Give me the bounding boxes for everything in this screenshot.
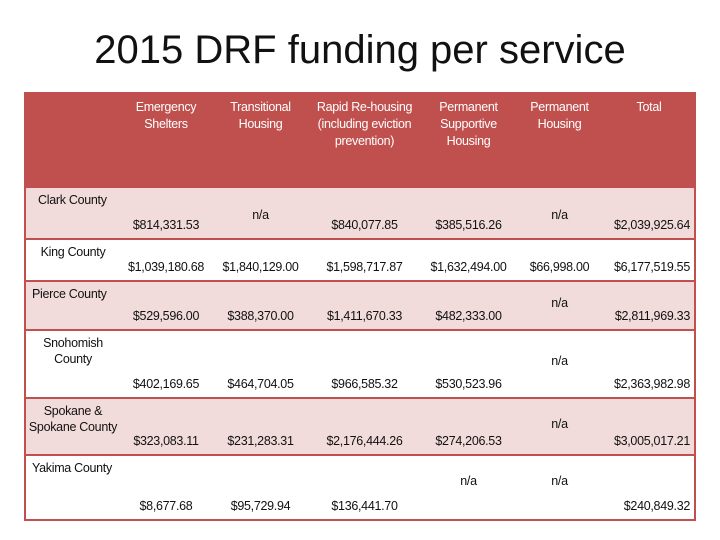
value-cell: n/a xyxy=(420,456,517,519)
amount-value: $95,729.94 xyxy=(230,499,291,513)
amount-value: $1,039,180.68 xyxy=(127,260,205,274)
value-cell: $2,039,925.64 xyxy=(602,188,696,238)
amount-value: $2,039,925.64 xyxy=(613,218,690,232)
na-value: n/a xyxy=(460,474,477,488)
value-cell: $388,370.00 xyxy=(212,282,309,329)
value-cell: $240,849.32 xyxy=(602,456,696,519)
amount-value: $8,677.68 xyxy=(139,499,193,513)
county-label: Pierce County xyxy=(32,287,107,301)
value-cell: $6,177,519.55 xyxy=(602,240,696,280)
na-value: n/a xyxy=(551,417,568,431)
county-label: Snohomish County xyxy=(43,336,103,366)
value-cell: $8,677.68 xyxy=(120,456,212,519)
amount-value: $3,005,017.21 xyxy=(613,434,690,448)
value-cell: $1,598,717.87 xyxy=(309,240,420,280)
value-cell: $66,998.00 xyxy=(517,240,602,280)
header-cell: Emergency Shelters xyxy=(135,100,197,131)
funding-table: Emergency Shelters Transitional Housing … xyxy=(24,92,696,521)
value-cell: n/a xyxy=(212,188,309,238)
amount-value: $274,206.53 xyxy=(435,434,502,448)
amount-value: $231,283.31 xyxy=(227,434,294,448)
county-label: Yakima County xyxy=(32,461,112,475)
value-cell: $2,363,982.98 xyxy=(602,331,696,397)
value-cell: $136,441.70 xyxy=(309,456,420,519)
amount-value: $136,441.70 xyxy=(331,499,398,513)
value-cell: $529,596.00 xyxy=(120,282,212,329)
amount-value: $1,411,670.33 xyxy=(326,309,403,323)
amount-value: $385,516.26 xyxy=(435,218,502,232)
value-cell: n/a xyxy=(517,399,602,454)
na-value: n/a xyxy=(551,296,568,310)
header-cell: Total xyxy=(636,100,662,114)
amount-value: $482,333.00 xyxy=(435,309,502,323)
value-cell: n/a xyxy=(517,456,602,519)
value-cell: $2,176,444.26 xyxy=(309,399,420,454)
value-cell: $482,333.00 xyxy=(420,282,517,329)
amount-value: $2,363,982.98 xyxy=(613,377,690,391)
value-cell: $1,632,494.00 xyxy=(420,240,517,280)
value-cell: $530,523.96 xyxy=(420,331,517,397)
na-value: n/a xyxy=(252,208,269,222)
amount-value: $323,083.11 xyxy=(133,434,199,448)
amount-value: $402,169.65 xyxy=(132,377,200,391)
value-cell: n/a xyxy=(517,188,602,238)
amount-value: $2,811,969.33 xyxy=(614,309,690,323)
amount-value: $66,998.00 xyxy=(529,260,590,274)
table-row: King County $1,039,180.68 $1,840,129.00 $1,… xyxy=(26,238,694,280)
amount-value: $2,176,444.26 xyxy=(326,434,403,448)
table-row: Clark County $814,331.53 n/a $840,077.85 $38… xyxy=(26,186,694,238)
value-cell: $464,704.05 xyxy=(212,331,309,397)
county-label: King County xyxy=(40,245,106,259)
amount-value: $529,596.00 xyxy=(132,309,200,323)
amount-value: $1,598,717.87 xyxy=(326,260,403,274)
header-cell xyxy=(26,94,120,186)
amount-value: $840,077.85 xyxy=(331,218,398,232)
county-label: Clark County xyxy=(38,193,107,207)
value-cell: $966,585.32 xyxy=(309,331,420,397)
amount-value: $1,632,494.00 xyxy=(430,260,507,274)
amount-value: $388,370.00 xyxy=(227,309,294,323)
amount-value: $464,704.05 xyxy=(227,377,294,391)
na-value: n/a xyxy=(551,354,568,368)
table-row: Snohomish County $402,169.65 $464,704.05 $9… xyxy=(26,329,694,397)
amount-value: $966,585.32 xyxy=(331,377,398,391)
value-cell: $2,811,969.33 xyxy=(602,282,696,329)
amount-value: $240,849.32 xyxy=(623,499,691,513)
table-row: Spokane & Spokane County $323,083.11 $231,… xyxy=(26,397,694,454)
value-cell: $402,169.65 xyxy=(120,331,212,397)
value-cell: $814,331.53 xyxy=(120,188,212,238)
value-cell: $323,083.11 xyxy=(120,399,212,454)
county-label: Spokane & Spokane County xyxy=(28,404,118,434)
table-row: Yakima County $8,677.68 $95,729.94 $136,441… xyxy=(26,454,694,519)
value-cell: $385,516.26 xyxy=(420,188,517,238)
na-value: n/a xyxy=(551,474,568,488)
value-cell: $274,206.53 xyxy=(420,399,517,454)
header-cell: Transitional Housing xyxy=(230,100,291,131)
value-cell: $1,411,670.33 xyxy=(309,282,420,329)
amount-value: $530,523.96 xyxy=(435,377,502,391)
amount-value: $6,177,519.55 xyxy=(613,260,690,274)
value-cell: $840,077.85 xyxy=(309,188,420,238)
header-cell: Rapid Re-housing (including eviction pre… xyxy=(316,100,413,148)
table-header-row: Emergency Shelters Transitional Housing … xyxy=(26,94,694,186)
na-value: n/a xyxy=(551,208,568,222)
value-cell: $1,039,180.68 xyxy=(120,240,212,280)
value-cell: n/a xyxy=(517,331,602,397)
header-cell: Permanent Housing xyxy=(530,100,589,131)
value-cell: $3,005,017.21 xyxy=(602,399,696,454)
amount-value: $814,331.53 xyxy=(132,218,200,232)
value-cell: n/a xyxy=(517,282,602,329)
header-cell: Permanent Supportive Housing xyxy=(439,100,498,148)
value-cell: $1,840,129.00 xyxy=(212,240,309,280)
value-cell: $231,283.31 xyxy=(212,399,309,454)
slide-title: 2015 DRF funding per service xyxy=(94,28,626,72)
amount-value: $1,840,129.00 xyxy=(222,260,299,274)
table-row: Pierce County $529,596.00 $388,370.00 $1,41… xyxy=(26,280,694,329)
value-cell: $95,729.94 xyxy=(212,456,309,519)
